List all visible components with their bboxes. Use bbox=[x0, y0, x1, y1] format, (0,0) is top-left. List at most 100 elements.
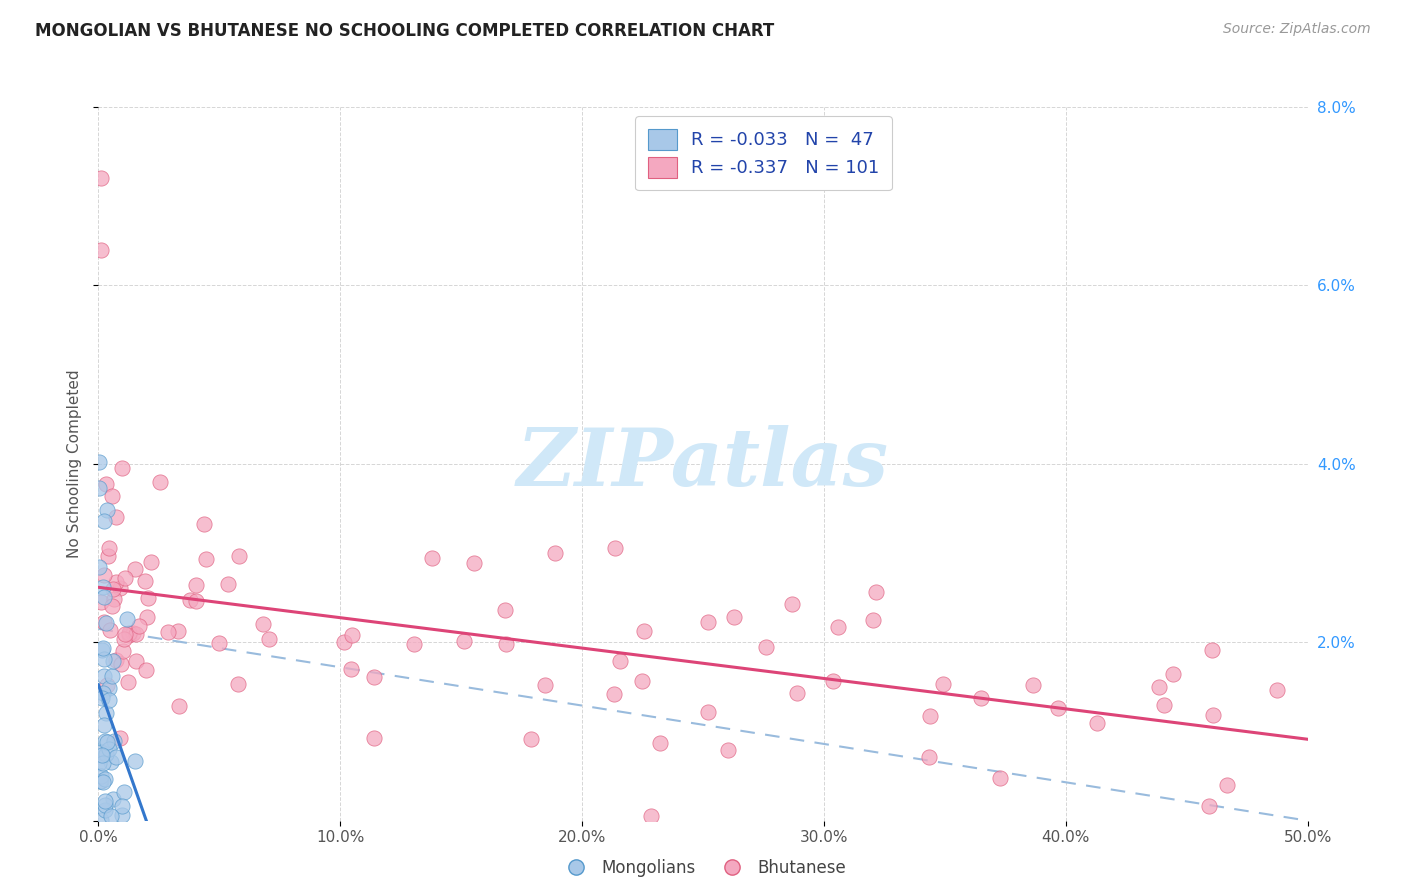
Point bbox=[780, 597, 803, 611]
Point bbox=[122, 626, 145, 640]
Point bbox=[463, 556, 485, 570]
Point bbox=[111, 798, 134, 813]
Point bbox=[363, 670, 385, 684]
Point bbox=[340, 628, 363, 642]
Point bbox=[124, 754, 146, 768]
Point bbox=[186, 578, 208, 592]
Point bbox=[932, 676, 955, 690]
Point bbox=[128, 618, 150, 632]
Point bbox=[404, 636, 426, 650]
Point bbox=[90, 747, 112, 762]
Point bbox=[1201, 643, 1223, 657]
Point bbox=[193, 516, 215, 531]
Point bbox=[786, 685, 808, 699]
Point bbox=[117, 675, 139, 690]
Point bbox=[94, 706, 117, 720]
Point bbox=[114, 571, 136, 585]
Point bbox=[90, 690, 112, 705]
Point bbox=[821, 674, 844, 689]
Point bbox=[1085, 716, 1108, 731]
Point bbox=[94, 772, 117, 786]
Point bbox=[96, 678, 118, 692]
Point bbox=[93, 615, 115, 629]
Point bbox=[208, 636, 231, 650]
Y-axis label: No Schooling Completed: No Schooling Completed bbox=[67, 369, 83, 558]
Point bbox=[96, 503, 118, 517]
Point bbox=[103, 734, 125, 748]
Point bbox=[228, 549, 250, 563]
Point bbox=[87, 455, 110, 469]
Point bbox=[93, 591, 115, 605]
Text: Source: ZipAtlas.com: Source: ZipAtlas.com bbox=[1223, 22, 1371, 37]
Point bbox=[93, 717, 115, 731]
Point bbox=[91, 686, 114, 700]
Point bbox=[918, 709, 941, 723]
Point bbox=[723, 610, 745, 624]
Point bbox=[544, 546, 567, 560]
Point bbox=[105, 575, 128, 590]
Point bbox=[94, 747, 117, 761]
Point bbox=[1153, 698, 1175, 713]
Point bbox=[93, 794, 115, 808]
Point bbox=[94, 476, 117, 491]
Point bbox=[125, 626, 148, 640]
Point bbox=[100, 755, 122, 769]
Point bbox=[603, 541, 626, 555]
Point bbox=[98, 541, 121, 555]
Point bbox=[93, 514, 115, 528]
Point bbox=[93, 797, 115, 812]
Point bbox=[93, 652, 115, 666]
Point bbox=[93, 568, 115, 582]
Point bbox=[111, 461, 134, 475]
Point bbox=[101, 599, 124, 614]
Point bbox=[124, 562, 146, 576]
Point bbox=[94, 734, 117, 748]
Point bbox=[633, 624, 655, 638]
Point bbox=[167, 698, 190, 713]
Point bbox=[167, 624, 190, 638]
Point bbox=[862, 613, 884, 627]
Point bbox=[259, 632, 281, 646]
Point bbox=[339, 662, 361, 676]
Point bbox=[136, 609, 159, 624]
Point bbox=[333, 635, 356, 649]
Point bbox=[179, 592, 201, 607]
Point bbox=[112, 785, 135, 799]
Point bbox=[420, 551, 443, 566]
Point bbox=[98, 681, 121, 696]
Point bbox=[90, 243, 112, 257]
Point bbox=[118, 626, 141, 640]
Point bbox=[495, 637, 517, 651]
Point bbox=[105, 750, 128, 764]
Point bbox=[156, 625, 179, 640]
Point bbox=[136, 591, 159, 605]
Point bbox=[609, 654, 631, 668]
Point bbox=[94, 616, 117, 631]
Point bbox=[453, 634, 475, 648]
Point bbox=[90, 774, 112, 789]
Point bbox=[100, 809, 122, 823]
Point bbox=[918, 749, 941, 764]
Text: MONGOLIAN VS BHUTANESE NO SCHOOLING COMPLETED CORRELATION CHART: MONGOLIAN VS BHUTANESE NO SCHOOLING COMP… bbox=[35, 22, 775, 40]
Point bbox=[91, 775, 114, 789]
Point bbox=[104, 653, 127, 667]
Point bbox=[89, 560, 111, 574]
Point bbox=[112, 644, 135, 658]
Point bbox=[96, 734, 118, 748]
Point bbox=[194, 552, 217, 566]
Point bbox=[603, 687, 626, 701]
Point bbox=[125, 654, 148, 668]
Point bbox=[101, 792, 124, 806]
Point bbox=[89, 774, 111, 789]
Point bbox=[112, 632, 135, 646]
Point bbox=[1215, 778, 1237, 792]
Point bbox=[252, 616, 274, 631]
Point bbox=[117, 612, 139, 626]
Point bbox=[1202, 708, 1225, 723]
Point bbox=[184, 594, 207, 608]
Point bbox=[101, 489, 124, 503]
Point bbox=[93, 669, 115, 683]
Point bbox=[650, 736, 672, 750]
Point bbox=[98, 742, 121, 756]
Point bbox=[118, 628, 141, 642]
